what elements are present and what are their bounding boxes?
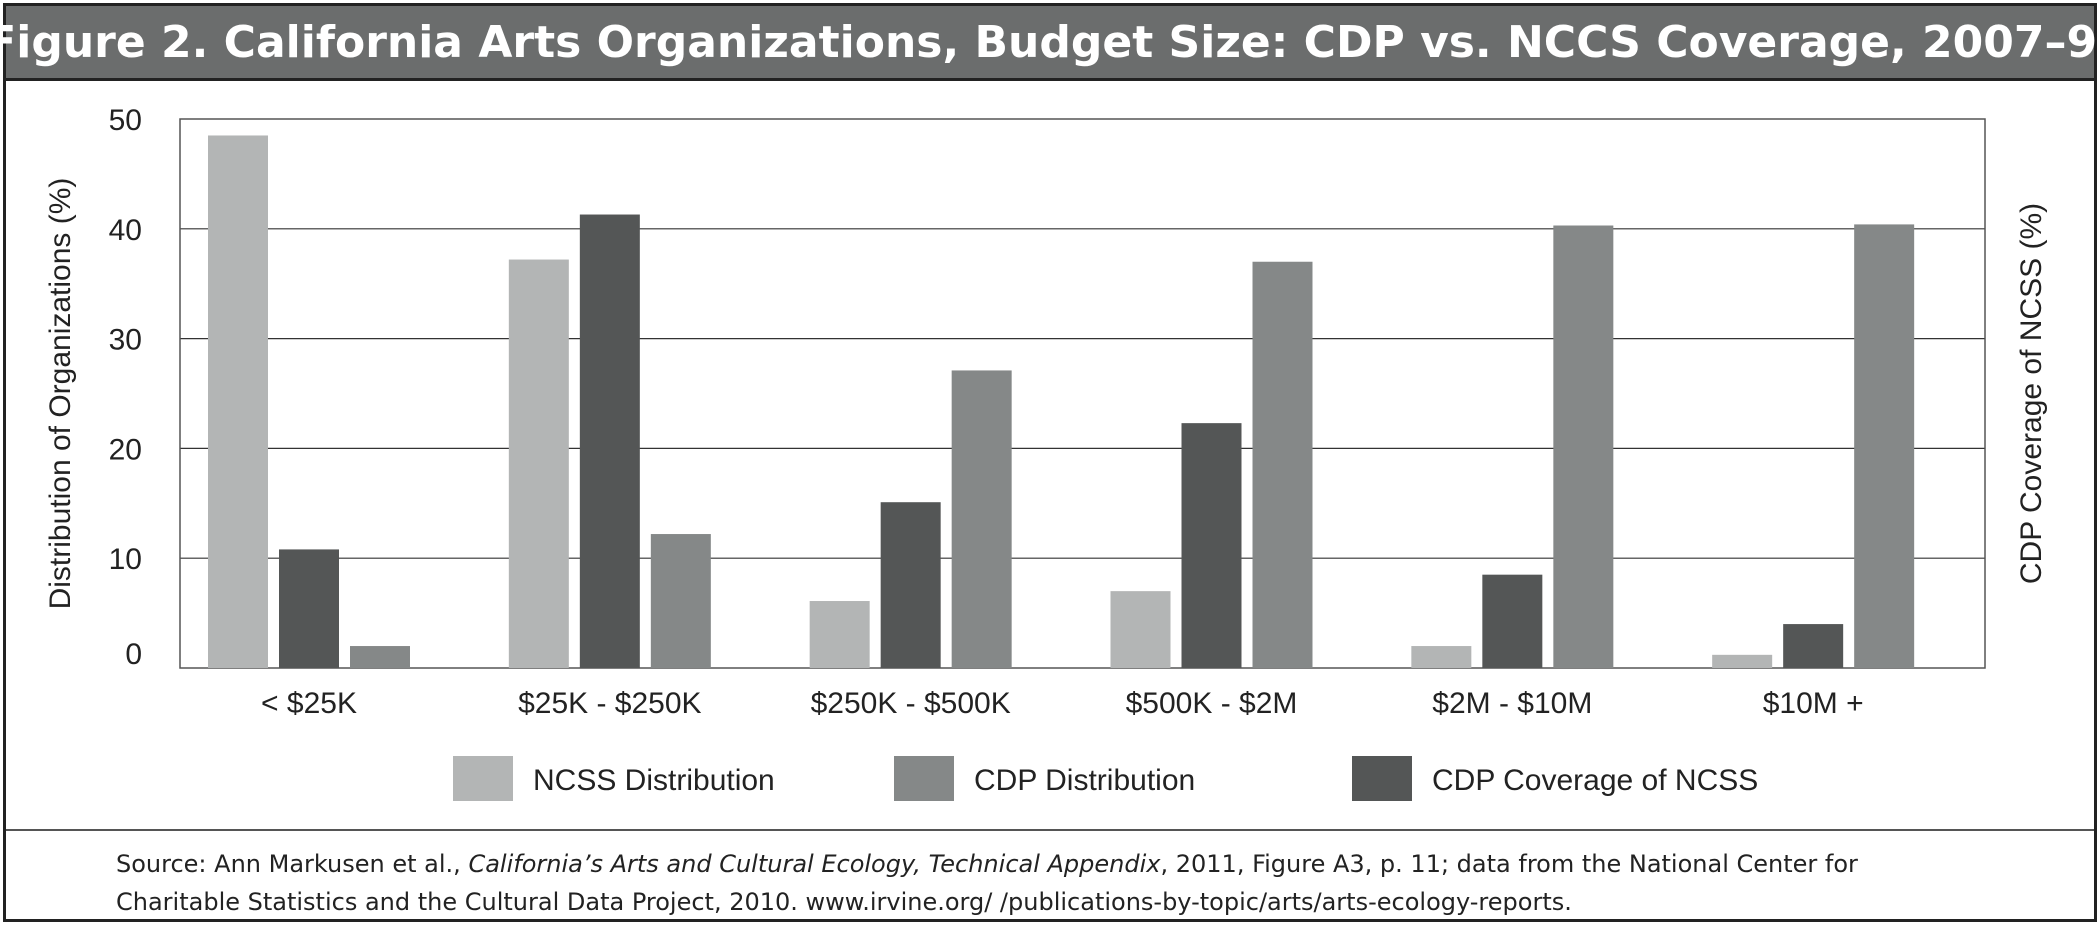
y-tick-label: 10: [109, 543, 142, 576]
y-tick-label: 30: [109, 324, 142, 357]
bar-ncss-distribution-0: [208, 135, 268, 669]
bar-cdp-coverage-of-ncss-1: [579, 214, 640, 668]
bar-cdp-coverage-of-ncss-5: [1783, 624, 1844, 668]
y-axis-label-right: CDP Coverage of NCSS (%): [2015, 203, 2048, 584]
chart-title: Figure 2. California Arts Organizations,…: [0, 6, 2100, 81]
legend-label-cdp-distribution: CDP Distribution: [974, 764, 1195, 797]
legend: NCSS Distribution CDP Distribution CDP Cov…: [453, 756, 1758, 801]
x-tick-label: $10M +: [1763, 687, 1864, 720]
bar-cdp-distribution-1: [650, 534, 711, 668]
source-line-2: Charitable Statistics and the Cultural D…: [116, 888, 1572, 916]
bar-cdp-distribution-3: [1252, 261, 1313, 668]
bar-ncss-distribution-4: [1411, 646, 1472, 668]
legend-label-cdp-coverage-of-ncss: CDP Coverage of NCSS: [1432, 764, 1758, 797]
chart: 0 10 20 30 40 50 < $25K $25K - $250K $250K - $5…: [44, 104, 2048, 801]
bar-cdp-coverage-of-ncss-0: [279, 549, 339, 668]
bar-cdp-distribution-0: [350, 646, 410, 668]
source-prefix: Source: Ann Markusen et al.,: [116, 850, 469, 878]
source-line-1: Source: Ann Markusen et al., California’…: [116, 845, 2074, 883]
x-tick-label: $2M - $10M: [1432, 687, 1592, 720]
legend-label-ncss-distribution: NCSS Distribution: [533, 764, 775, 797]
y-tick-label: 50: [109, 104, 142, 137]
y-axis-label: Distribution of Organizations (%): [44, 178, 77, 610]
source-line1-rest: , 2011, Figure A3, p. 11; data from the …: [1160, 850, 1858, 878]
bar-cdp-distribution-4: [1553, 225, 1614, 669]
legend-swatch-cdp-distribution: [894, 756, 954, 801]
bar-ncss-distribution-1: [508, 259, 569, 668]
legend-swatch-cdp-coverage-of-ncss: [1352, 756, 1412, 801]
x-tick-label: $250K - $500K: [811, 687, 1011, 720]
x-tick-label: $500K - $2M: [1126, 687, 1298, 720]
bar-cdp-coverage-of-ncss-2: [880, 502, 941, 668]
bar-ncss-distribution-2: [809, 601, 870, 668]
plot-area-frame: [179, 118, 1986, 669]
bar-cdp-distribution-5: [1854, 224, 1915, 668]
bar-cdp-distribution-2: [951, 370, 1012, 668]
y-tick-label: 0: [125, 638, 142, 671]
source-note: Source: Ann Markusen et al., California’…: [6, 829, 2094, 919]
x-tick-labels: < $25K $25K - $250K $250K - $500K $500K - $…: [261, 687, 1864, 720]
x-tick-label: $25K - $250K: [518, 687, 701, 720]
x-tick-label: < $25K: [261, 687, 357, 720]
legend-swatch-ncss-distribution: [453, 756, 513, 801]
y-tick-labels: 0 10 20 30 40 50: [109, 104, 142, 671]
bar-cdp-coverage-of-ncss-4: [1482, 574, 1543, 668]
bar-cdp-coverage-of-ncss-3: [1181, 423, 1242, 668]
source-italic-title: California’s Arts and Cultural Ecology, …: [468, 850, 1161, 878]
bar-ncss-distribution-5: [1712, 654, 1773, 668]
figure-frame: Figure 2. California Arts Organizations,…: [0, 3, 2100, 922]
y-tick-label: 20: [109, 433, 142, 466]
bar-ncss-distribution-3: [1110, 591, 1171, 668]
bars: [208, 135, 1915, 669]
y-tick-label: 40: [109, 214, 142, 247]
gridlines: [180, 228, 1985, 559]
